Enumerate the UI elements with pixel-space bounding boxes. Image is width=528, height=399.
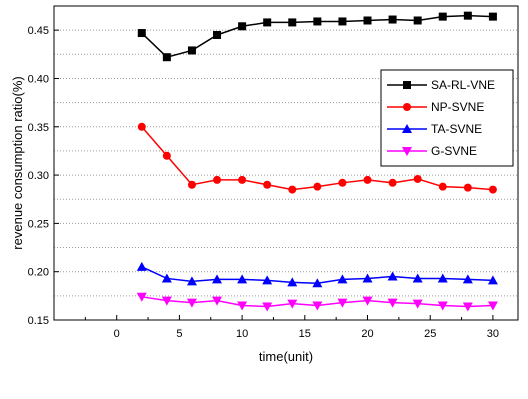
data-point: [338, 178, 347, 187]
data-point: [362, 273, 373, 283]
data-point: [388, 178, 397, 187]
x-axis-ticks: 0 5 10 15 20 25 30: [53, 315, 499, 340]
legend-marker: [402, 124, 412, 133]
data-point: [438, 12, 447, 21]
data-point: [462, 302, 473, 312]
y-axis-ticks: 0.15 0.20 0.25 0.30 0.35 0.40 0.45: [28, 25, 59, 327]
y-tick-label: 0.45: [28, 25, 49, 37]
y-tick-label: 0.25: [28, 218, 49, 230]
data-point: [161, 273, 172, 283]
data-point: [413, 174, 422, 183]
data-point: [312, 301, 323, 311]
y-tick-label: 0.30: [28, 170, 49, 182]
data-point: [237, 301, 248, 311]
legend-item: G-SVNE: [387, 144, 477, 158]
y-tick-label: 0.15: [28, 315, 49, 327]
y-tick-label: 0.20: [28, 267, 49, 279]
legend-label: TA-SVNE: [431, 122, 482, 136]
data-point: [263, 18, 272, 27]
data-point: [238, 22, 247, 31]
data-point: [463, 183, 472, 192]
data-point: [487, 301, 498, 311]
data-point: [488, 12, 497, 21]
data-point: [287, 299, 298, 309]
data-point: [438, 182, 447, 191]
data-point: [387, 271, 398, 281]
y-tick-label: 0.40: [28, 73, 49, 85]
series-g-svne: [136, 292, 498, 312]
data-point: [186, 298, 197, 308]
data-point: [237, 274, 248, 284]
plot-frame: [53, 5, 519, 321]
data-point: [162, 151, 171, 160]
data-point: [437, 301, 448, 311]
series-sa-rl-vne: [137, 11, 497, 62]
data-point: [487, 275, 498, 285]
x-tick-label: 15: [299, 328, 311, 340]
data-point: [462, 274, 473, 284]
data-point: [187, 180, 196, 189]
data-point: [262, 302, 273, 312]
legend-label: G-SVNE: [431, 144, 477, 158]
data-point: [213, 175, 222, 184]
y-tick-label: 0.35: [28, 122, 49, 134]
data-point: [363, 175, 372, 184]
series-layer: [136, 11, 498, 312]
series-ta-svne: [136, 261, 498, 288]
data-point: [363, 16, 372, 25]
data-point: [263, 180, 272, 189]
data-point: [212, 274, 223, 284]
y-axis-title: revenue consumption ratio(%): [10, 76, 25, 249]
data-point: [287, 277, 298, 287]
legend-marker: [403, 103, 411, 111]
data-point: [213, 30, 222, 39]
x-tick-label: 20: [361, 328, 373, 340]
data-point: [162, 53, 171, 62]
data-point: [137, 122, 146, 131]
data-point: [337, 274, 348, 284]
gridlines: [54, 29, 518, 297]
x-tick-label: 25: [424, 328, 436, 340]
legend-label: NP-SVNE: [431, 100, 484, 114]
x-axis-title: time(unit): [259, 349, 313, 364]
data-point: [288, 185, 297, 194]
legend-marker: [403, 81, 411, 89]
legend-item: SA-RL-VNE: [387, 78, 495, 92]
legend-item: TA-SVNE: [387, 122, 482, 136]
data-point: [136, 292, 147, 302]
data-point: [262, 275, 273, 285]
data-point: [338, 17, 347, 26]
data-point: [288, 18, 297, 27]
series-np-svne: [137, 122, 497, 194]
x-tick-label: 0: [114, 328, 120, 340]
legend-label: SA-RL-VNE: [431, 78, 495, 92]
data-point: [413, 16, 422, 25]
data-point: [337, 298, 348, 308]
data-point: [412, 299, 423, 309]
data-point: [137, 29, 146, 38]
data-point: [186, 276, 197, 286]
data-point: [136, 261, 147, 271]
data-point: [463, 11, 472, 20]
data-point: [238, 175, 247, 184]
legend-marker: [402, 147, 412, 156]
data-point: [387, 298, 398, 308]
data-point: [312, 278, 323, 288]
data-point: [388, 15, 397, 24]
x-tick-label: 5: [176, 328, 182, 340]
x-tick-label: 30: [487, 328, 499, 340]
x-tick-label: 10: [236, 328, 248, 340]
data-point: [187, 46, 196, 55]
data-point: [488, 185, 497, 194]
data-point: [437, 273, 448, 283]
data-point: [362, 296, 373, 306]
legend: SA-RL-VNE NP-SVNE TA-SVNE G-SVNE: [380, 69, 514, 167]
data-point: [412, 273, 423, 283]
data-point: [161, 296, 172, 306]
data-point: [313, 17, 322, 26]
data-point: [313, 182, 322, 191]
legend-item: NP-SVNE: [387, 100, 484, 114]
data-point: [212, 296, 223, 306]
